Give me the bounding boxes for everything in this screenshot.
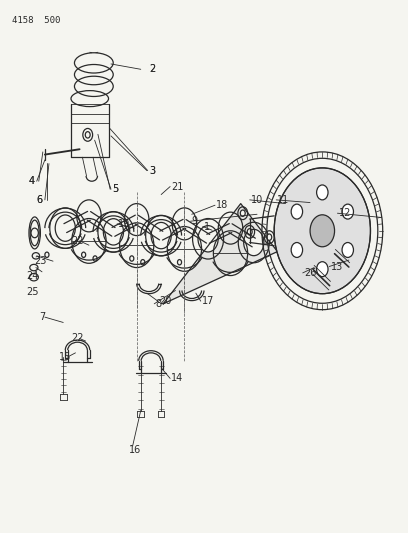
Text: 24: 24 xyxy=(27,271,39,281)
Circle shape xyxy=(274,168,370,294)
Circle shape xyxy=(240,210,245,216)
Polygon shape xyxy=(163,204,277,304)
Text: 16: 16 xyxy=(129,446,141,455)
Text: 2: 2 xyxy=(149,64,155,74)
Text: 13: 13 xyxy=(330,262,343,271)
Text: 4: 4 xyxy=(29,176,35,186)
Text: 2: 2 xyxy=(149,64,155,74)
Circle shape xyxy=(342,243,353,257)
Text: 4: 4 xyxy=(29,176,35,186)
Text: 8: 8 xyxy=(155,299,161,309)
Text: 3: 3 xyxy=(149,166,155,175)
Text: 23: 23 xyxy=(35,256,47,266)
Text: 3: 3 xyxy=(149,166,155,175)
Text: 18: 18 xyxy=(216,200,228,210)
Text: 14: 14 xyxy=(171,374,184,383)
Circle shape xyxy=(103,219,124,245)
Circle shape xyxy=(267,234,272,240)
Text: 15: 15 xyxy=(59,352,71,362)
Text: 26: 26 xyxy=(304,268,316,278)
Ellipse shape xyxy=(32,253,40,259)
Circle shape xyxy=(198,225,218,252)
Text: 25: 25 xyxy=(27,287,39,296)
Circle shape xyxy=(31,228,38,238)
Text: 22: 22 xyxy=(71,236,84,246)
Text: 12: 12 xyxy=(339,208,351,218)
Circle shape xyxy=(247,229,252,235)
Text: 9: 9 xyxy=(192,216,198,226)
Circle shape xyxy=(291,204,303,219)
Circle shape xyxy=(317,262,328,277)
Text: 5: 5 xyxy=(112,184,118,194)
Circle shape xyxy=(342,204,353,219)
Text: 11: 11 xyxy=(277,195,290,205)
Circle shape xyxy=(317,185,328,200)
Circle shape xyxy=(291,243,303,257)
Circle shape xyxy=(55,215,75,241)
Text: 17: 17 xyxy=(202,296,214,306)
Ellipse shape xyxy=(30,264,38,271)
Circle shape xyxy=(310,215,335,247)
Text: 20: 20 xyxy=(159,296,171,306)
Text: 21: 21 xyxy=(171,182,184,191)
Text: 10: 10 xyxy=(251,195,263,205)
Circle shape xyxy=(85,132,90,138)
Circle shape xyxy=(244,229,264,256)
Text: 6: 6 xyxy=(37,195,43,205)
Text: 7: 7 xyxy=(39,312,45,322)
Text: 6: 6 xyxy=(37,195,43,205)
Text: 19: 19 xyxy=(118,219,131,229)
Ellipse shape xyxy=(29,217,40,249)
Text: 22: 22 xyxy=(71,334,84,343)
Text: 1: 1 xyxy=(204,222,210,231)
Text: 5: 5 xyxy=(112,184,118,194)
Text: 4158  500: 4158 500 xyxy=(12,16,61,25)
Circle shape xyxy=(151,222,171,249)
